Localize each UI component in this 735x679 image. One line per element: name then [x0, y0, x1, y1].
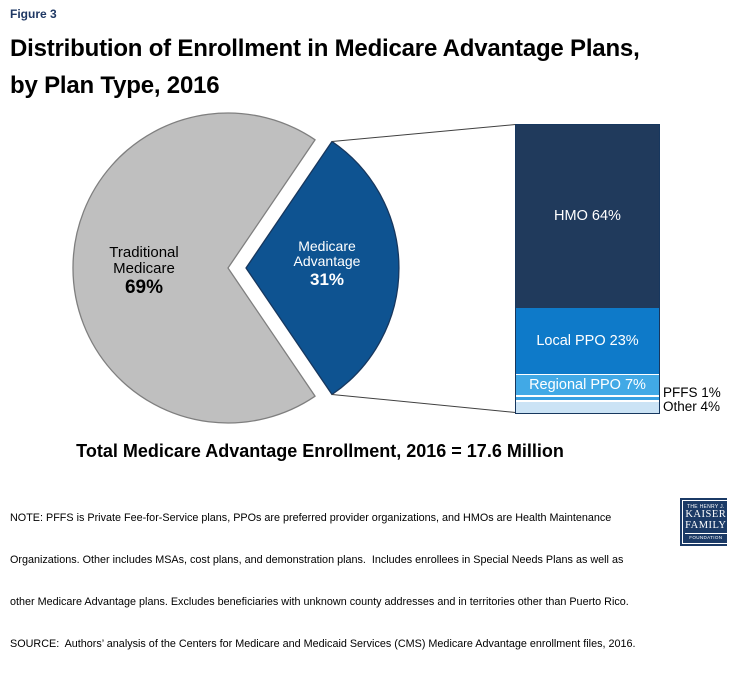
kff-logo-text-kaiser: KAISER: [685, 509, 727, 520]
note-line: Organizations. Other includes MSAs, cost…: [10, 554, 624, 566]
pie-slice-traditional-medicare: [72, 112, 316, 424]
kff-logo-text-the-henry-j: THE HENRY J.: [687, 504, 725, 510]
chart-title: Distribution of Enrollment in Medicare A…: [10, 30, 710, 104]
footnotes: NOTE: PFFS is Private Fee-for-Service pl…: [10, 483, 680, 679]
chart-title-line1: Distribution of Enrollment in Medicare A…: [10, 35, 640, 62]
figure-label: Figure 3: [10, 7, 57, 21]
stacked-bar: HMO 64% Local PPO 23% Regional PPO 7%: [515, 124, 660, 414]
bar-outside-labels: PFFS 1% Other 4%: [663, 386, 721, 413]
bar-segment-other: [516, 399, 659, 414]
bar-segment-regional-ppo: Regional PPO 7%: [516, 373, 659, 395]
kff-logo: THE HENRY J. KAISER FAMILY FOUNDATION: [680, 498, 730, 546]
chart-title-line2: by Plan Type, 2016: [10, 72, 220, 99]
bar-segment-hmo: HMO 64%: [516, 125, 659, 308]
pie-chart: [72, 112, 516, 424]
callout-line-bottom: [331, 394, 516, 413]
kff-logo-text-foundation: FOUNDATION: [685, 532, 727, 540]
figure-page: Figure 3 Distribution of Enrollment in M…: [0, 0, 735, 551]
pie-slice-medicare-advantage: [245, 140, 400, 396]
bar-segment-pffs: [516, 394, 659, 400]
bar-segment-local-ppo: Local PPO 23%: [516, 307, 659, 374]
bar-outside-label-other: Other 4%: [663, 398, 721, 414]
callout-line-top: [331, 124, 516, 142]
note-line: NOTE: PFFS is Private Fee-for-Service pl…: [10, 512, 612, 524]
source-line: SOURCE: Authors’ analysis of the Centers…: [10, 638, 636, 650]
total-enrollment-caption: Total Medicare Advantage Enrollment, 201…: [76, 441, 564, 461]
bar-outside-label-pffs: PFFS 1%: [663, 385, 721, 400]
kff-logo-text-family: FAMILY: [685, 519, 727, 531]
kff-logo-frame: THE HENRY J. KAISER FAMILY FOUNDATION: [682, 500, 730, 544]
note-line: other Medicare Advantage plans. Excludes…: [10, 596, 629, 608]
